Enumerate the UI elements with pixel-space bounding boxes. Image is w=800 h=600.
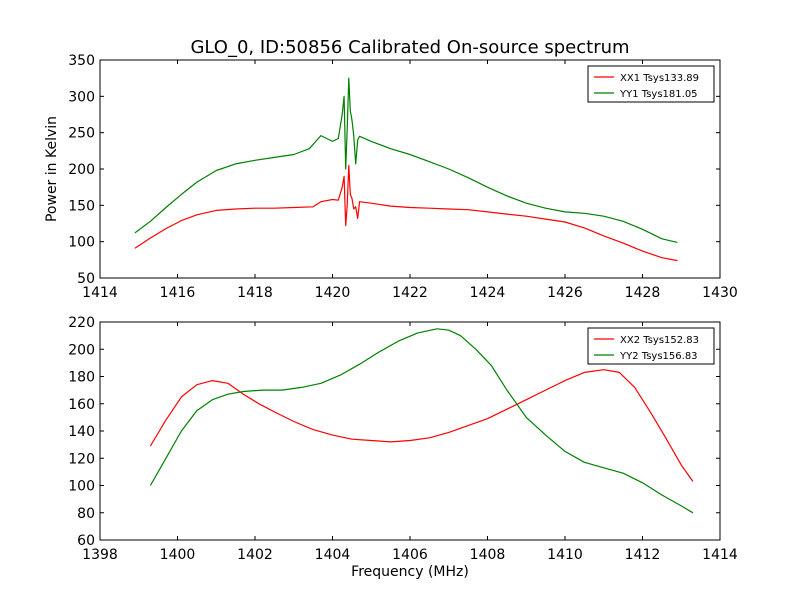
- x-tick-label: 1412: [625, 547, 661, 563]
- y-tick-label: 200: [68, 342, 95, 358]
- x-tick-label: 1428: [625, 285, 661, 301]
- y-tick-label: 200: [68, 162, 95, 178]
- y-tick-label: 120: [68, 451, 95, 467]
- y-tick-label: 350: [68, 53, 95, 69]
- series-line-2: [134, 77, 678, 243]
- series-line-1: [134, 164, 678, 262]
- legend-frame: [587, 327, 715, 365]
- x-tick-label: 1414: [702, 547, 738, 563]
- y-tick-label: 100: [68, 235, 95, 251]
- x-tick-label: 1420: [315, 285, 351, 301]
- y-tick-label: 220: [68, 315, 95, 331]
- x-tick-label: 1416: [160, 285, 196, 301]
- legend: XX1 Tsys133.89 YY1 Tsys181.05: [587, 65, 715, 103]
- x-axis-label: Frequency (MHz): [351, 564, 469, 580]
- x-tick-label: 1422: [392, 285, 428, 301]
- x-tick-label: 1426: [547, 285, 583, 301]
- y-tick-label: 180: [68, 370, 95, 386]
- y-tick-label: 150: [68, 198, 95, 214]
- series-line-1: [149, 369, 694, 482]
- legend-frame: [587, 65, 715, 103]
- x-tick-label: 1406: [392, 547, 428, 563]
- y-tick-label: 60: [77, 533, 95, 549]
- legend-label: XX1 Tsys133.89: [620, 73, 699, 84]
- y-tick-label: 250: [68, 126, 95, 142]
- legend-label: YY2 Tsys156.83: [619, 351, 698, 362]
- x-tick-label: 1408: [470, 547, 506, 563]
- x-tick-label: 1418: [237, 285, 273, 301]
- chart-title: GLO_0, ID:50856 Calibrated On-source spe…: [190, 37, 629, 58]
- y-axis-label: Power in Kelvin: [44, 116, 60, 222]
- y-tick-label: 300: [68, 89, 95, 105]
- y-tick-label: 50: [77, 271, 95, 287]
- x-tick-label: 1398: [82, 547, 118, 563]
- x-tick-label: 1404: [315, 547, 351, 563]
- x-tick-label: 1402: [237, 547, 273, 563]
- x-tick-label: 1410: [547, 547, 583, 563]
- series-line-2: [149, 328, 694, 514]
- y-tick-label: 80: [77, 506, 95, 522]
- y-tick-label: 100: [68, 479, 95, 495]
- panel-1: 1414 1416 1418 1420 1422 1424 1426 1428 1430 50 10…: [44, 53, 738, 301]
- panel-2: 1398 1400 1402 1404 1406 1408 1410 1412 1414 60 80…: [68, 315, 738, 580]
- legend-label: YY1 Tsys181.05: [619, 89, 698, 100]
- legend: XX2 Tsys152.83 YY2 Tsys156.83: [587, 327, 715, 365]
- x-tick-label: 1414: [82, 285, 118, 301]
- x-tick-label: 1424: [470, 285, 506, 301]
- legend-label: XX2 Tsys152.83: [620, 335, 699, 346]
- y-tick-label: 160: [68, 397, 95, 413]
- y-tick-label: 140: [68, 424, 95, 440]
- x-tick-label: 1400: [160, 547, 196, 563]
- x-tick-label: 1430: [702, 285, 738, 301]
